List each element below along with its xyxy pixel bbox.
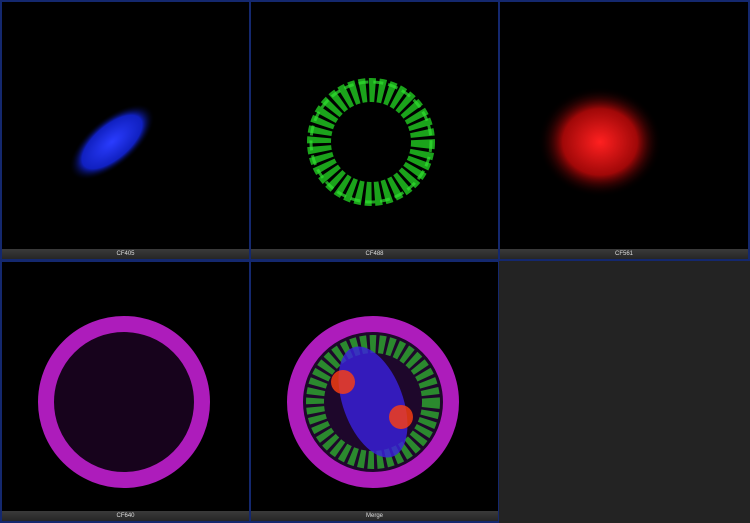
channel-label: Merge <box>251 511 498 521</box>
empty-panel-slot <box>499 261 750 523</box>
channel-panel-cf640[interactable]: CF640 <box>0 260 251 523</box>
channel-label: CF640 <box>2 511 249 521</box>
cf488-image <box>307 78 435 206</box>
channel-panel-cf405[interactable]: CF405 <box>0 0 251 261</box>
channel-label: CF405 <box>2 249 249 259</box>
channel-label: CF488 <box>251 249 498 259</box>
channel-panel-merge[interactable]: Merge <box>249 260 500 523</box>
channel-panel-cf488[interactable]: CF488 <box>249 0 500 261</box>
cf405-image <box>69 103 155 181</box>
cf640-image <box>38 316 210 488</box>
cf561-image <box>538 87 662 197</box>
channel-panel-cf561[interactable]: CF561 <box>498 0 750 261</box>
channel-label: CF561 <box>500 249 748 259</box>
merge-image <box>287 316 459 488</box>
